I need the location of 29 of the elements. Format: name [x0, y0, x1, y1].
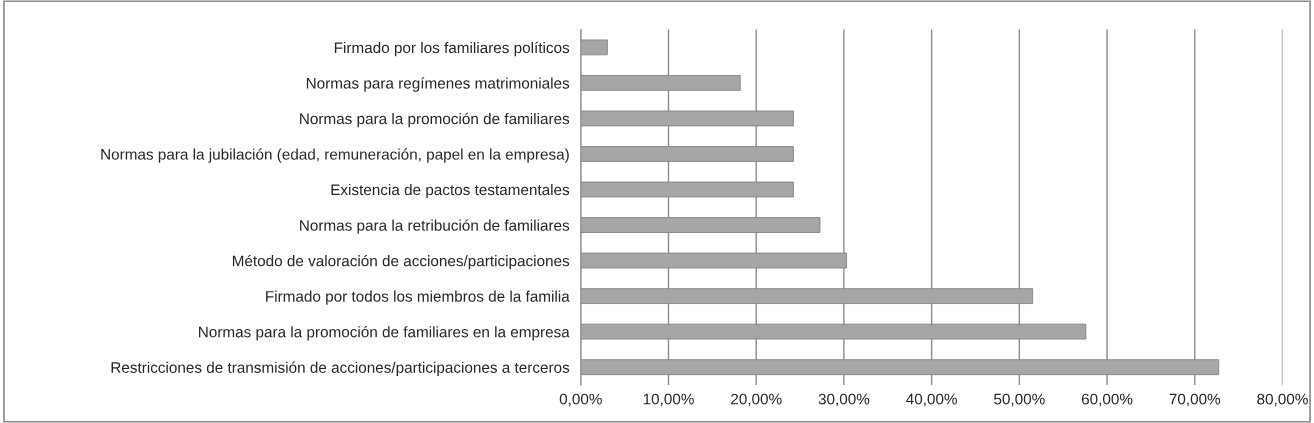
x-tick-label: 80,00% — [1257, 393, 1308, 407]
bar — [580, 146, 794, 162]
x-tick-label: 50,00% — [994, 393, 1045, 407]
bar — [580, 110, 794, 127]
x-tick-label: 20,00% — [731, 393, 782, 407]
x-tick-label: 0,00% — [559, 393, 602, 407]
y-tick-label: Método de valoración de acciones/participaciones — [232, 254, 570, 270]
bar — [580, 323, 1087, 340]
x-tick-label: 40,00% — [906, 393, 957, 407]
bar — [580, 39, 608, 56]
x-tick-label: 70,00% — [1169, 393, 1221, 407]
y-tick-label: Restricciones de transmisión de acciones/participaciones a terceros — [111, 361, 570, 376]
y-tick-label: Normas para regímenes matrimoniales — [306, 77, 570, 92]
x-tick-label: 60,00% — [1081, 393, 1133, 407]
bar — [580, 359, 1220, 376]
y-tick-label: Normas para la promoción de familiares en la empresa — [199, 326, 570, 341]
bar — [580, 217, 821, 233]
y-tick-label: Normas para la jubilación (edad, remuneración, papel en la empresa) — [101, 148, 569, 163]
y-tick-label: Normas para la promoción de familiares — [300, 112, 570, 128]
bar — [580, 288, 1034, 304]
bar — [580, 181, 794, 198]
bar — [580, 252, 847, 269]
y-tick-label: Firmado por todos los miembros de la familia — [266, 290, 570, 305]
y-tick-label: Existencia de pactos testamentales — [331, 183, 570, 199]
y-tick-label: Normas para la retribución de familiares — [300, 219, 570, 234]
y-tick-label: Firmado por los familiares políticos — [334, 41, 570, 57]
x-tick-label: 10,00% — [643, 393, 694, 407]
x-tick-label: 30,00% — [818, 393, 870, 407]
bar — [580, 75, 741, 91]
